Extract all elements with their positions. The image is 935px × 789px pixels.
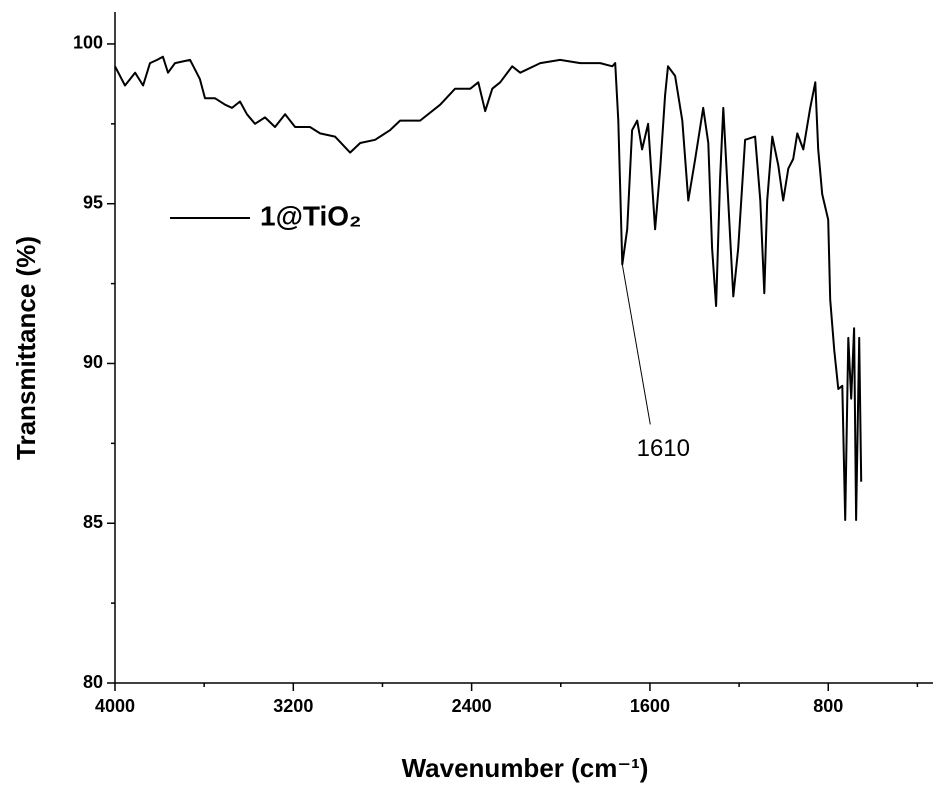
x-axis-title: Wavenumber (cm⁻¹) <box>402 753 649 783</box>
y-axis-title: Transmittance (%) <box>11 236 41 460</box>
x-tick-label: 1600 <box>630 696 670 716</box>
x-tick-label: 2400 <box>452 696 492 716</box>
legend-label: 1@TiO₂ <box>260 200 361 231</box>
y-tick-label: 80 <box>83 672 103 692</box>
y-tick-label: 85 <box>83 512 103 532</box>
x-tick-label: 800 <box>813 696 843 716</box>
x-tick-label: 3200 <box>273 696 313 716</box>
annotation: 1610 <box>637 435 690 462</box>
spectrum-line <box>114 55 863 521</box>
annotation-leader <box>621 264 651 425</box>
x-tick-label: 4000 <box>95 696 135 716</box>
y-tick-label: 100 <box>73 33 103 53</box>
y-tick-label: 90 <box>83 352 103 372</box>
y-tick-label: 95 <box>83 192 103 212</box>
